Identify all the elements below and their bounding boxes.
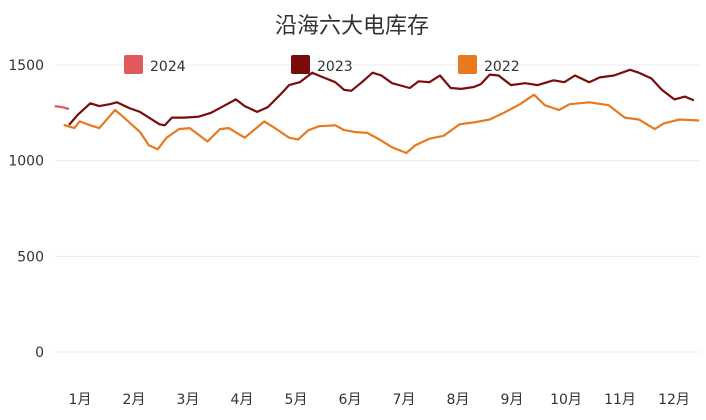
x-tick-label: 7月: [393, 392, 416, 408]
legend-swatch: [458, 55, 477, 74]
x-tick-label: 10月: [550, 392, 582, 408]
series-line-2024: [54, 105, 70, 111]
series-line-2022: [63, 93, 700, 155]
y-axis-ticks: 0 500 1000 1500: [8, 58, 44, 361]
x-tick-label: 3月: [177, 392, 200, 408]
gridlines: [55, 64, 700, 353]
x-tick-label: 5月: [285, 392, 308, 408]
series-line-2023: [68, 68, 695, 127]
legend: 2024 2023 2022: [124, 55, 520, 75]
x-tick-label: 9月: [501, 392, 524, 408]
x-axis-ticks: 1月 2月 3月 4月 5月 6月 7月 8月 9月 10月 11月 12月: [69, 392, 690, 408]
legend-swatch: [124, 55, 143, 74]
legend-item-2024[interactable]: 2024: [124, 55, 186, 75]
x-tick-label: 11月: [604, 392, 636, 408]
chart-title: 沿海六大电库存: [275, 14, 429, 39]
legend-item-2023[interactable]: 2023: [291, 55, 353, 75]
x-tick-label: 4月: [231, 392, 254, 408]
legend-label: 2024: [150, 59, 186, 75]
x-tick-label: 12月: [658, 392, 690, 408]
y-tick-label: 1000: [8, 154, 44, 170]
y-tick-label: 500: [17, 249, 44, 265]
series-lines: [54, 68, 700, 155]
x-tick-label: 1月: [69, 392, 92, 408]
legend-label: 2023: [317, 59, 353, 75]
legend-swatch: [291, 55, 310, 74]
y-tick-label: 0: [35, 345, 44, 361]
y-tick-label: 1500: [8, 58, 44, 74]
x-tick-label: 8月: [447, 392, 470, 408]
x-tick-label: 2月: [123, 392, 146, 408]
x-tick-label: 6月: [339, 392, 362, 408]
legend-label: 2022: [484, 59, 520, 75]
legend-item-2022[interactable]: 2022: [458, 55, 520, 75]
